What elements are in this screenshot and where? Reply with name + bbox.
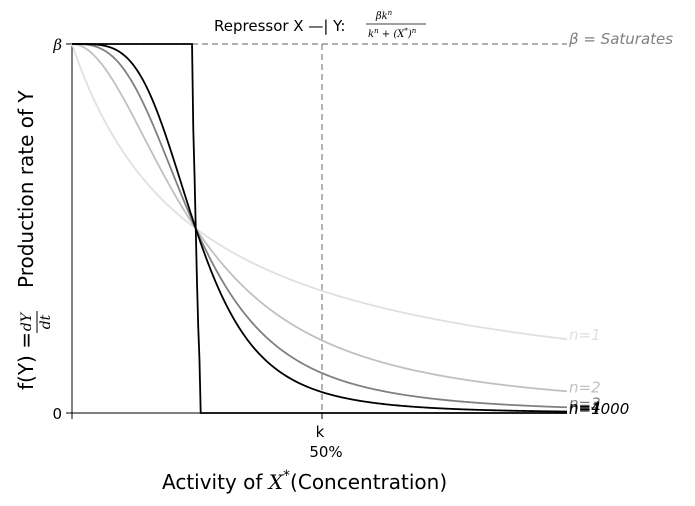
y-axis-fraction: dY dt [19,311,54,333]
curve-label-n-3: n=3 [569,394,601,412]
formula-num-base: βk [375,11,388,22]
y-axis-fraction-num: dY [19,311,35,331]
curve-n-1000 [72,43,567,414]
curve-label-n-2: n=2 [569,378,601,396]
formula-den-k-sup: n [374,27,379,35]
x-axis-title: Activity of X*(Concentration) [162,468,447,494]
formula-den-mid: + (X [379,29,406,40]
y-axis-title-prefix: f(Y) = [14,332,38,390]
formula-numerator: βkn [375,9,393,22]
y-tick-label-zero: 0 [52,405,62,423]
curve-n-3 [72,43,568,409]
x-axis-title-prefix: Activity of [162,470,269,494]
y-axis-title: f(Y) = [14,332,38,390]
y-axis-title-suffix: Production rate of Y [14,90,38,288]
x-axis-title-sup: * [283,468,290,484]
curve-labels-group: n=1 n=2n=3n=4n=1000 [569,326,629,418]
curve-n-2 [71,43,568,393]
title-formula: βkn kn + (X*)n [366,9,426,40]
chart-title: Repressor X —| Y: [214,17,345,35]
formula-den-close-sup: n [412,27,417,35]
formula-den-k: k [368,29,374,40]
x-axis-title-var: X [267,470,284,494]
formula-num-sup: n [388,9,393,17]
curves-group [71,43,568,414]
x-tick-label-k: k [316,423,325,441]
curve-label-n-1000: n=1000 [569,400,629,418]
y-tick-label-beta: β [52,36,62,54]
curve-label-n-1: n=1 [569,326,601,344]
curve-n-1 [71,43,568,341]
y-axis-fraction-den: dt [38,314,54,329]
formula-den-close: ) [407,29,412,40]
x-axis-title-paren: (Concentration) [290,470,447,494]
x-tick-label-percent: 50% [309,443,342,461]
formula-denominator: kn + (X*)n [368,27,417,40]
saturation-label: β = Saturates [568,30,673,48]
curve-label-n-4: n=4 [569,399,601,417]
formula-den-star: * [404,27,408,35]
curve-n-4 [72,43,568,413]
